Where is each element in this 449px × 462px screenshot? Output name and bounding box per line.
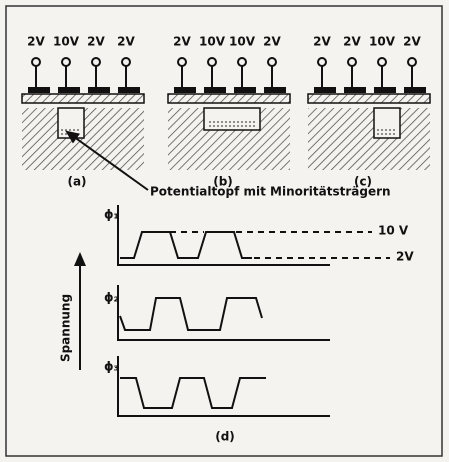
waveform: [119, 297, 263, 331]
voltage-label: 2V: [343, 35, 361, 49]
electrode: [314, 87, 336, 93]
waveform: [120, 231, 252, 259]
voltage-label: 2V: [263, 35, 281, 49]
voltage-label: 2V: [117, 35, 135, 49]
electrode: [374, 87, 396, 93]
substrate: [308, 108, 430, 170]
axis: [117, 356, 330, 417]
voltage-label: 2V: [87, 35, 105, 49]
electrode: [234, 87, 256, 93]
electrode: [88, 87, 110, 93]
electrode-contact: [317, 57, 327, 67]
figure-label: (d): [215, 430, 235, 444]
axis: [117, 285, 330, 341]
panel-label: (b): [213, 175, 233, 189]
frame: [5, 5, 443, 457]
annotation-arrow: [65, 130, 149, 191]
oxide: [21, 93, 145, 104]
phase-label: ϕ₂: [104, 291, 119, 305]
waveforms: ϕ₁ 10 V 2V ϕ₂ ϕ₃ Spannung (d): [59, 205, 414, 444]
electrode-contact: [347, 57, 357, 67]
electrode-contact: [121, 57, 131, 67]
electrode: [174, 87, 196, 93]
axis: [117, 205, 330, 266]
phase-label: ϕ₁: [104, 208, 119, 222]
annotation: Potentialtopf mit Minoritätsträgern: [150, 185, 391, 199]
electrode: [344, 87, 366, 93]
electrode-contact: [407, 57, 417, 67]
electrode: [28, 87, 50, 93]
voltage-label: 10V: [199, 35, 226, 49]
panel-label: (a): [67, 175, 86, 189]
panels: 2V 10V 2V 2V(a)2V 10V 10V 2V(b)2V 2V 10V 2V(c): [21, 35, 431, 189]
electrode-contact: [31, 57, 41, 67]
waveform: [120, 377, 266, 409]
electrode: [264, 87, 286, 93]
electrode-contact: [207, 57, 217, 67]
electrode: [204, 87, 226, 93]
electrode: [404, 87, 426, 93]
electrode-contact: [237, 57, 247, 67]
charge: [377, 129, 397, 136]
charge: [207, 121, 257, 128]
voltage-label: 2V: [403, 35, 421, 49]
electrode: [58, 87, 80, 93]
electrode-contact: [267, 57, 277, 67]
oxide: [307, 93, 431, 104]
phase-label: ϕ₃: [104, 360, 119, 374]
electrode-contact: [91, 57, 101, 67]
oxide: [167, 93, 291, 104]
electrode-contact: [377, 57, 387, 67]
axis-label: Spannung: [59, 294, 73, 362]
voltage-label: 2V: [313, 35, 331, 49]
voltage-label: 10V: [229, 35, 256, 49]
electrode-contact: [61, 57, 71, 67]
electrode: [118, 87, 140, 93]
panel-label: (c): [354, 175, 372, 189]
voltage-label: 2V: [27, 35, 45, 49]
electrode-contact: [177, 57, 187, 67]
high-label: 10 V: [378, 224, 409, 238]
voltage-label: 2V: [173, 35, 191, 49]
low-label: 2V: [396, 250, 414, 264]
voltage-label: 10V: [369, 35, 396, 49]
voltage-label: 10V: [53, 35, 80, 49]
